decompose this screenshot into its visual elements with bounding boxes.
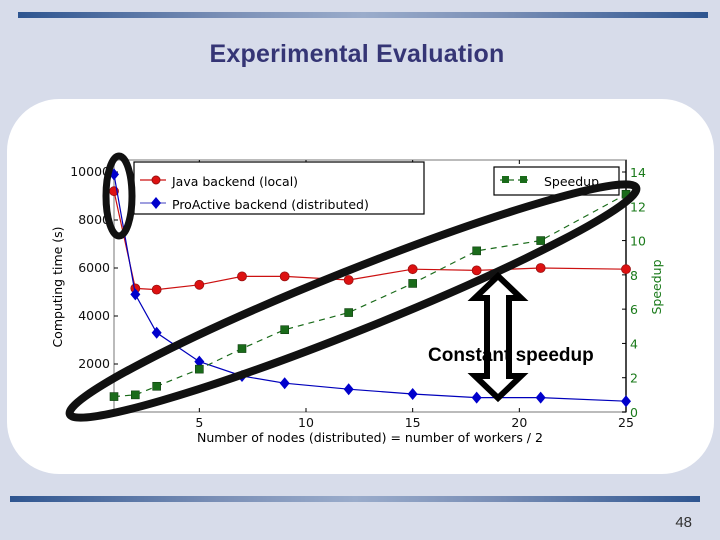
y2-tick-label: 12 [630, 199, 646, 214]
highlight-ellipse-small [102, 152, 136, 240]
y-axis-label: Computing time (s) [50, 226, 65, 347]
y2-tick-label: 4 [630, 336, 638, 351]
legend-proactive-marker [151, 197, 161, 209]
x-tick-label: 10 [298, 415, 314, 430]
top-decorative-bar [18, 12, 708, 18]
y2-tick-label: 8 [630, 268, 638, 283]
highlight-ellipse-large [65, 180, 641, 422]
x-tick-label: 15 [405, 415, 421, 430]
legend-left: Java backend (local) ProActive backend (… [133, 161, 425, 215]
legend-proactive-label: ProActive backend (distributed) [172, 197, 369, 212]
y-tick-label: 8000 [78, 212, 110, 227]
y2-tick-label: 14 [630, 165, 646, 180]
bottom-decorative-bar [10, 496, 700, 502]
legend-java-label: Java backend (local) [171, 174, 298, 189]
y2-tick-label: 2 [630, 371, 638, 386]
constant-speedup-annotation: Constant speedup [428, 345, 594, 366]
double-arrow-icon [467, 271, 529, 403]
x-axis: 5 10 15 20 25 [195, 160, 634, 430]
y2-axis-label: Speedup [649, 259, 664, 314]
y2-tick-label: 6 [630, 302, 638, 317]
y-tick-label: 6000 [78, 260, 110, 275]
y-tick-label: 2000 [78, 356, 110, 371]
series-2 [109, 189, 631, 401]
x-axis-label: Number of nodes (distributed) = number o… [197, 430, 543, 445]
legend-java-marker [151, 175, 161, 185]
slide-title: Experimental Evaluation [209, 40, 505, 68]
y2-tick-label: 0 [630, 405, 638, 420]
x-tick-label: 25 [618, 415, 634, 430]
y-axis-left: 2000 4000 6000 8000 10000 [70, 164, 118, 371]
page-number: 48 [675, 514, 692, 531]
y-tick-label: 4000 [78, 308, 110, 323]
y-tick-label: 10000 [70, 164, 110, 179]
legend-speedup-label: Speedup [544, 174, 599, 189]
y2-tick-label: 10 [630, 234, 646, 249]
y-axis-right: 0 2 4 6 8 10 12 14 [622, 165, 646, 420]
x-tick-label: 20 [511, 415, 527, 430]
legend-speedup-marker [520, 176, 527, 183]
x-tick-label: 5 [195, 415, 203, 430]
